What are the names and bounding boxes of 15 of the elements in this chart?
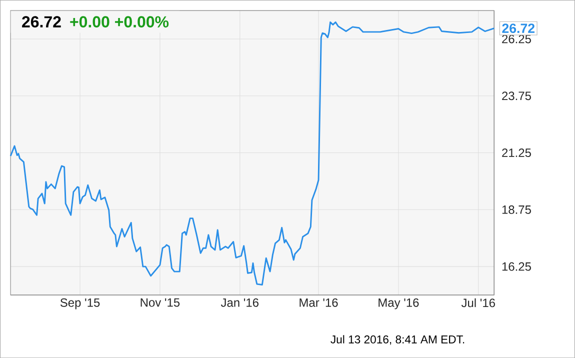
chart-title: 26.72 (22, 16, 61, 28)
y-tick-label: 23.75 (502, 92, 531, 100)
annotation: 26.72 (502, 24, 535, 33)
x-tick-label: Nov '15 (140, 298, 180, 307)
y-tick-label: 26.25 (502, 34, 531, 44)
x-tick-label: Mar '16 (300, 298, 338, 307)
x-tick-label: Sep '15 (60, 298, 100, 310)
y-tick-label: 18.75 (502, 205, 531, 214)
x-tick-label: May '16 (378, 298, 419, 310)
x-tick-label: Jan '16 (220, 298, 258, 307)
chart-subtitle: +0.00 +0.00% (70, 16, 169, 28)
y-tick-label: 16.25 (502, 262, 531, 271)
y-tick-label: 21.25 (502, 148, 531, 157)
text: Jul 13 2016, 8:41 AM EDT. (330, 335, 464, 345)
x-tick-label: Jul '16 (461, 298, 495, 308)
